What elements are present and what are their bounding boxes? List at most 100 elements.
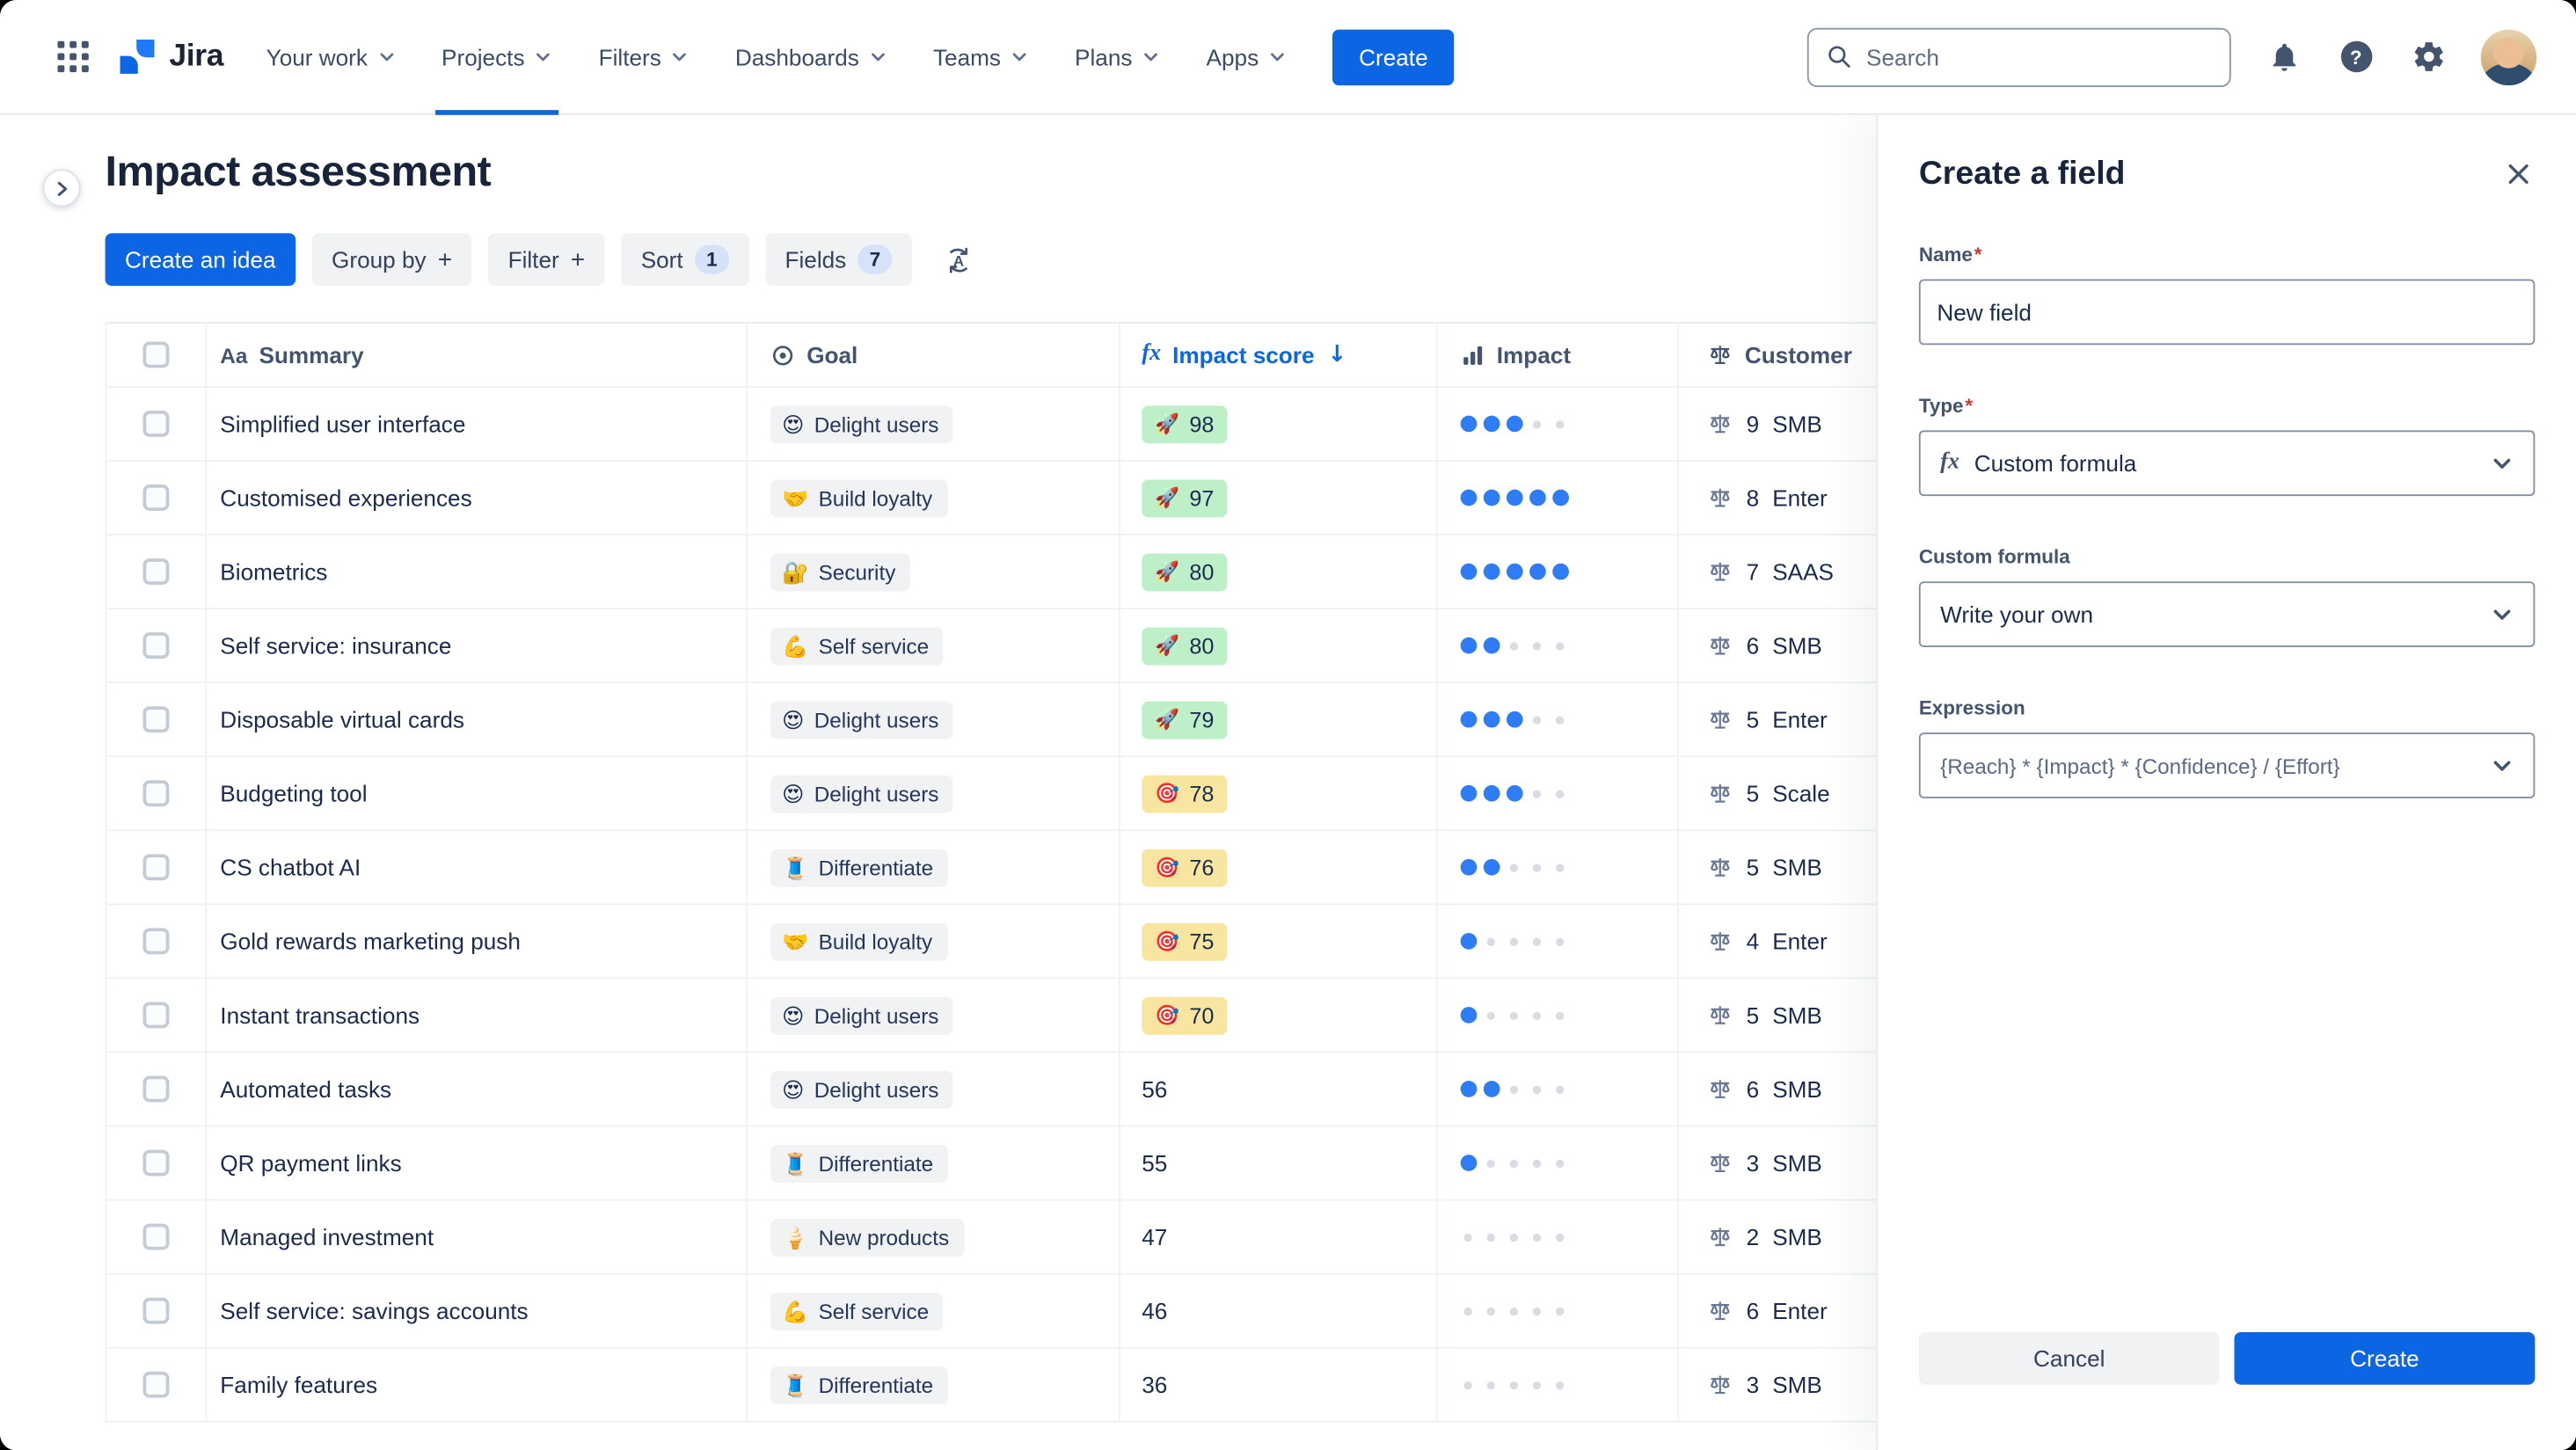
summary-cell[interactable]: Customised experiences [207, 461, 748, 535]
summary-column-header[interactable]: Aa Summary [207, 323, 748, 386]
goal-cell[interactable]: 💪 Self service [748, 1274, 1120, 1347]
select-all-checkbox[interactable] [142, 341, 170, 368]
impact-cell[interactable] [1438, 387, 1680, 461]
fields-button[interactable]: Fields 7 [765, 233, 913, 287]
nav-item-projects[interactable]: Projects [419, 0, 576, 114]
table-row[interactable]: Budgeting tool 😍 Delight users 🎯 78 5 Sc… [105, 757, 2371, 832]
summary-cell[interactable]: Self service: savings accounts [207, 1274, 748, 1347]
row-checkbox[interactable] [142, 706, 170, 733]
goal-cell[interactable]: 💪 Self service [748, 609, 1120, 682]
table-row[interactable]: Managed investment 🍦 New products 47 2 S… [105, 1200, 2371, 1275]
rank-order-button[interactable]: A [929, 233, 988, 286]
goal-column-header[interactable]: Goal [748, 323, 1120, 386]
impact-score-cell[interactable]: 36 [1120, 1348, 1438, 1421]
row-checkbox[interactable] [142, 780, 170, 807]
customer-cell[interactable]: 3 SMB [1679, 1348, 2371, 1421]
table-row[interactable]: Disposable virtual cards 😍 Delight users… [105, 683, 2371, 758]
impact-cell[interactable] [1438, 905, 1680, 978]
goal-cell[interactable]: 😍 Delight users [748, 1053, 1120, 1126]
customer-cell[interactable]: 5 Scale [1679, 757, 2371, 830]
table-row[interactable]: Self service: savings accounts 💪 Self se… [105, 1274, 2371, 1349]
impact-score-cell[interactable]: 46 [1120, 1274, 1438, 1347]
row-checkbox[interactable] [142, 411, 170, 437]
custom-formula-select[interactable]: Write your own [1918, 581, 2536, 647]
summary-cell[interactable]: Automated tasks [207, 1053, 748, 1126]
impact-cell[interactable] [1438, 609, 1680, 682]
goal-cell[interactable]: 🔐 Security [748, 535, 1120, 608]
table-row[interactable]: CS chatbot AI 🧵 Differentiate 🎯 76 5 SMB [105, 831, 2371, 906]
close-panel-button[interactable] [2502, 157, 2535, 190]
table-row[interactable]: Instant transactions 😍 Delight users 🎯 7… [105, 979, 2371, 1053]
help-button[interactable]: ? [2336, 37, 2375, 77]
goal-cell[interactable]: 🧵 Differentiate [748, 1348, 1120, 1421]
summary-cell[interactable]: CS chatbot AI [207, 831, 748, 904]
impact-cell[interactable] [1438, 1348, 1680, 1421]
summary-cell[interactable]: Family features [207, 1348, 748, 1421]
customer-cell[interactable]: 5 SMB [1679, 831, 2371, 904]
create-idea-button[interactable]: Create an idea [105, 233, 296, 287]
jira-logo[interactable]: Jira [117, 36, 223, 77]
row-checkbox[interactable] [142, 632, 170, 659]
app-switcher-icon[interactable] [56, 40, 91, 74]
impact-score-cell[interactable]: 🚀 97 [1120, 461, 1438, 535]
global-create-button[interactable]: Create [1332, 28, 1455, 85]
goal-cell[interactable]: 😍 Delight users [748, 683, 1120, 756]
row-checkbox[interactable] [142, 854, 170, 881]
impact-column-header[interactable]: Impact [1438, 323, 1680, 386]
impact-cell[interactable] [1438, 757, 1680, 830]
group-by-button[interactable]: Group by + [311, 233, 472, 287]
impact-cell[interactable] [1438, 461, 1680, 535]
impact-cell[interactable] [1438, 1053, 1680, 1126]
summary-cell[interactable]: Self service: insurance [207, 609, 748, 682]
impact-cell[interactable] [1438, 1274, 1680, 1347]
impact-score-column-header[interactable]: fx Impact score ↓ [1120, 323, 1438, 386]
impact-cell[interactable] [1438, 535, 1680, 608]
summary-cell[interactable]: Managed investment [207, 1200, 748, 1273]
nav-item-plans[interactable]: Plans [1052, 0, 1183, 114]
impact-score-cell[interactable]: 🎯 78 [1120, 757, 1438, 830]
customer-column-header[interactable]: Customer [1679, 323, 2371, 386]
user-avatar[interactable] [2480, 28, 2537, 85]
row-checkbox[interactable] [142, 1002, 170, 1029]
row-checkbox[interactable] [142, 1075, 170, 1103]
impact-score-cell[interactable]: 🚀 80 [1120, 535, 1438, 608]
goal-cell[interactable]: 😍 Delight users [748, 387, 1120, 461]
goal-cell[interactable]: 🤝 Build loyalty [748, 905, 1120, 978]
filter-button[interactable]: Filter + [488, 233, 605, 287]
settings-button[interactable] [2408, 37, 2448, 77]
impact-cell[interactable] [1438, 683, 1680, 756]
summary-cell[interactable]: Gold rewards marketing push [207, 905, 748, 978]
nav-item-your-work[interactable]: Your work [243, 0, 418, 114]
impact-cell[interactable] [1438, 1126, 1680, 1199]
row-checkbox[interactable] [142, 1149, 170, 1177]
row-checkbox[interactable] [142, 485, 170, 511]
field-type-select[interactable]: fx Custom formula [1918, 430, 2536, 497]
impact-score-cell[interactable]: 🚀 80 [1120, 609, 1438, 682]
goal-cell[interactable]: 🧵 Differentiate [748, 831, 1120, 904]
expand-sidebar-button[interactable] [42, 169, 81, 208]
field-name-input[interactable] [1918, 279, 2536, 346]
row-checkbox[interactable] [142, 1297, 170, 1324]
table-row[interactable]: Customised experiences 🤝 Build loyalty 🚀… [105, 461, 2371, 536]
customer-cell[interactable]: 3 SMB [1679, 1126, 2371, 1199]
table-row[interactable]: Biometrics 🔐 Security 🚀 80 7 SAAS [105, 535, 2371, 610]
row-checkbox[interactable] [142, 1371, 170, 1398]
nav-item-apps[interactable]: Apps [1183, 0, 1310, 114]
summary-cell[interactable]: Simplified user interface [207, 387, 748, 461]
goal-cell[interactable]: 😍 Delight users [748, 757, 1120, 830]
impact-score-cell[interactable]: 47 [1120, 1200, 1438, 1273]
customer-cell[interactable]: 6 Enter [1679, 1274, 2371, 1347]
goal-cell[interactable]: 🍦 New products [748, 1200, 1120, 1273]
impact-score-cell[interactable]: 🚀 79 [1120, 683, 1438, 756]
impact-score-cell[interactable]: 🎯 76 [1120, 831, 1438, 904]
summary-cell[interactable]: Biometrics [207, 535, 748, 608]
row-checkbox[interactable] [142, 928, 170, 955]
table-row[interactable]: Automated tasks 😍 Delight users 56 6 SMB [105, 1053, 2371, 1127]
goal-cell[interactable]: 😍 Delight users [748, 979, 1120, 1052]
nav-item-teams[interactable]: Teams [910, 0, 1052, 114]
nav-item-dashboards[interactable]: Dashboards [712, 0, 910, 114]
summary-cell[interactable]: Instant transactions [207, 979, 748, 1052]
impact-cell[interactable] [1438, 831, 1680, 904]
row-checkbox[interactable] [142, 1223, 170, 1250]
impact-cell[interactable] [1438, 979, 1680, 1052]
